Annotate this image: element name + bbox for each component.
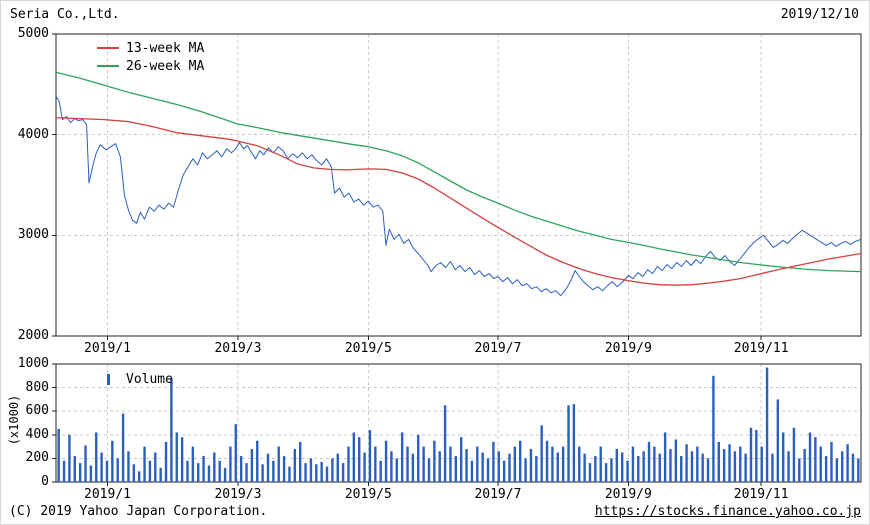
ma26-legend-row: 26-week MA bbox=[97, 57, 204, 75]
ma13-legend-row: 13-week MA bbox=[97, 39, 204, 57]
volume-chart-legend: Volume bbox=[97, 370, 173, 388]
price-chart-legend: 13-week MA 26-week MA bbox=[97, 39, 204, 75]
stock-name: Seria Co.,Ltd. bbox=[10, 7, 120, 22]
x-axis-tick-label: 2019/5 bbox=[344, 341, 392, 356]
ma13-legend-label: 13-week MA bbox=[126, 40, 205, 56]
price-chart bbox=[52, 33, 862, 340]
x-axis-tick-label: 2019/11 bbox=[733, 341, 789, 356]
y-axis-tick-label: 2000 bbox=[17, 328, 49, 343]
volume-legend-label: Volume bbox=[126, 371, 173, 387]
chart-date: 2019/12/10 bbox=[780, 7, 859, 22]
x-axis-tick-label: 2019/1 bbox=[84, 341, 131, 356]
volume-legend-row: Volume bbox=[97, 370, 173, 388]
ma26-legend-label: 26-week MA bbox=[126, 58, 205, 74]
x-axis-tick-label: 2019/7 bbox=[474, 487, 522, 502]
y-axis-tick-label: 1000 bbox=[17, 356, 49, 371]
x-axis-tick-label: 2019/5 bbox=[344, 487, 392, 502]
source-url-link[interactable]: https://stocks.finance.yahoo.co.jp bbox=[594, 504, 861, 519]
y-axis-tick-label: 0 bbox=[41, 474, 49, 489]
x-axis-tick-label: 2019/1 bbox=[84, 487, 131, 502]
volume-legend-marker bbox=[107, 373, 110, 385]
y-axis-tick-label: 4000 bbox=[17, 126, 49, 142]
y-axis-tick-label: 200 bbox=[25, 450, 49, 466]
x-axis-tick-label: 2019/7 bbox=[474, 341, 522, 356]
copyright-text: (C) 2019 Yahoo Japan Corporation. bbox=[9, 504, 268, 519]
x-axis-tick-label: 2019/3 bbox=[214, 341, 262, 356]
x-axis-tick-label: 2019/9 bbox=[604, 487, 652, 502]
ma13-legend-marker bbox=[97, 47, 119, 49]
y-axis-tick-label: 3000 bbox=[17, 227, 49, 243]
volume-axis-unit-label: (x1000) bbox=[7, 394, 21, 446]
volume-chart bbox=[52, 363, 862, 486]
x-axis-tick-label: 2019/11 bbox=[733, 487, 789, 502]
ma26-legend-marker bbox=[97, 65, 119, 67]
x-axis-tick-label: 2019/3 bbox=[214, 487, 262, 502]
y-axis-tick-label: 5000 bbox=[17, 26, 49, 41]
x-axis-tick-label: 2019/9 bbox=[604, 341, 652, 356]
